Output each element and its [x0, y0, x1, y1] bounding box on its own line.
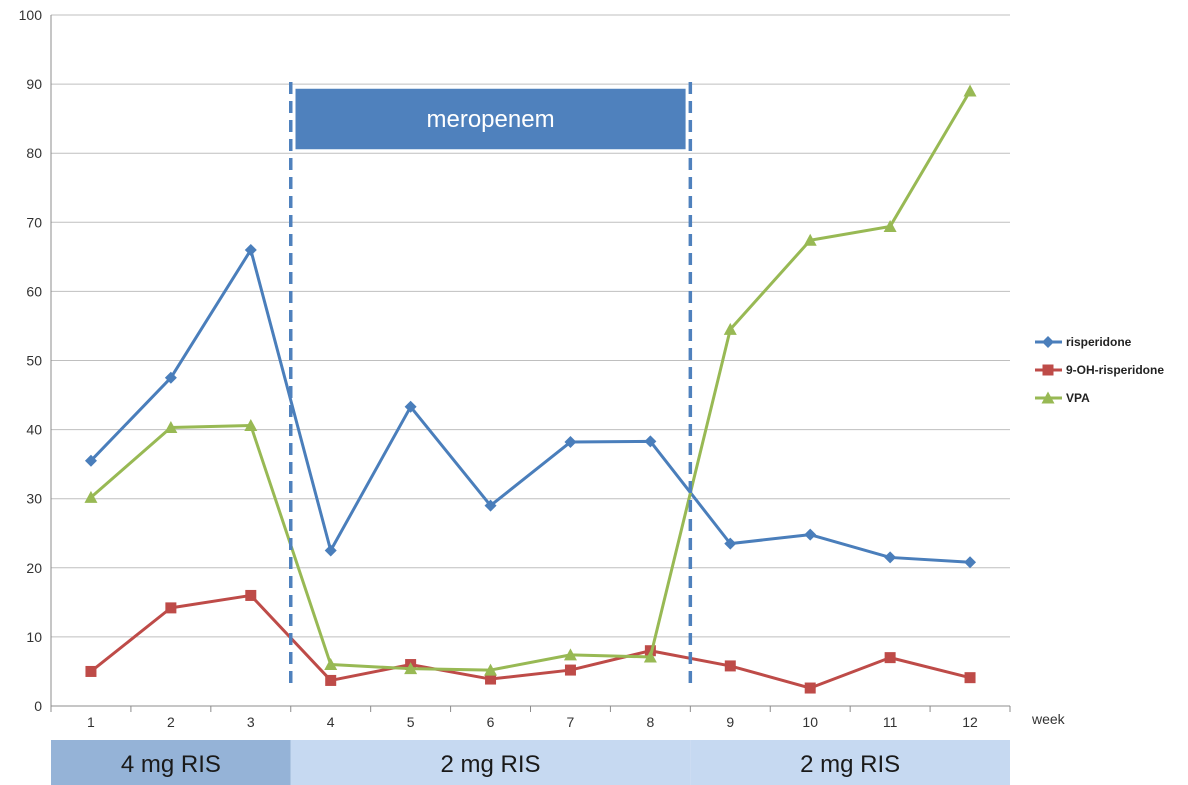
- data-point-triangle: [1041, 391, 1055, 404]
- phase-label: 4 mg RIS: [121, 751, 221, 778]
- y-tick-label: 20: [26, 560, 42, 576]
- data-point-triangle: [963, 84, 977, 97]
- data-point-triangle: [324, 658, 338, 671]
- data-point-square: [884, 652, 896, 664]
- data-point-triangle: [84, 490, 98, 503]
- phase-segment: [290, 740, 691, 785]
- data-point-square: [165, 602, 177, 614]
- series-layer: [84, 84, 977, 694]
- legend-label: VPA: [1066, 391, 1090, 405]
- x-tick-label: 7: [567, 714, 575, 730]
- y-tick-label: 80: [26, 145, 42, 161]
- legend-label: 9-OH-risperidone: [1066, 363, 1164, 377]
- y-tick-label: 30: [26, 491, 42, 507]
- data-point-square: [724, 660, 736, 672]
- data-point-diamond: [724, 537, 737, 550]
- x-tick-label: 2: [167, 714, 175, 730]
- phase-bar: 4 mg RIS 2 mg RIS 2 mg RIS: [51, 740, 1010, 785]
- y-tick-label: 90: [26, 76, 42, 92]
- y-tick-label: 50: [26, 353, 42, 369]
- data-point-triangle: [723, 322, 737, 335]
- data-point-diamond: [644, 435, 657, 448]
- gridlines: [50, 14, 1010, 707]
- x-tick-label: 10: [802, 714, 818, 730]
- phase-label: 2 mg RIS: [441, 751, 541, 778]
- data-point-diamond: [484, 499, 497, 512]
- x-tick-label: 8: [646, 714, 654, 730]
- phase-label: 2 mg RIS: [800, 751, 900, 778]
- data-point-square: [1042, 364, 1054, 376]
- drug-box: [294, 87, 688, 151]
- data-point-square: [485, 673, 497, 685]
- data-point-square: [964, 672, 976, 684]
- data-point-diamond: [884, 551, 897, 564]
- data-point-triangle: [484, 663, 498, 676]
- y-tick-label: 40: [26, 422, 42, 438]
- y-axis-ticks: 0 10 20 30 40 50 60 70 80 90 100: [19, 7, 43, 714]
- y-tick-label: 100: [19, 7, 43, 23]
- data-point-triangle: [563, 648, 577, 661]
- phase-segment: [690, 740, 1010, 785]
- data-point-diamond: [964, 556, 977, 569]
- y-tick-label: 70: [26, 214, 42, 230]
- data-point-diamond: [564, 436, 577, 449]
- data-point-square: [85, 665, 97, 677]
- x-tick-label: 9: [726, 714, 734, 730]
- x-tick-label: 1: [87, 714, 95, 730]
- data-point-diamond: [164, 371, 177, 384]
- annotation-layer: meropenem: [289, 82, 693, 684]
- legend: risperidone 9-OH-risperidone VPA: [1035, 335, 1164, 405]
- x-tick-label: 12: [962, 714, 978, 730]
- data-point-square: [804, 682, 816, 694]
- y-tick-label: 0: [34, 698, 42, 714]
- x-tick-label: 3: [247, 714, 255, 730]
- data-point-triangle: [803, 233, 817, 246]
- y-tick-label: 60: [26, 283, 42, 299]
- data-point-diamond: [404, 400, 417, 413]
- data-point-diamond: [84, 454, 97, 467]
- data-point-triangle: [404, 662, 418, 675]
- series-line: [89, 90, 972, 672]
- data-point-diamond: [244, 243, 257, 256]
- x-axis-ticks: 1 2 3 4 5 6 7 8 9 10 11 12: [50, 706, 1011, 730]
- legend-label: risperidone: [1066, 335, 1132, 349]
- x-tick-label: 4: [327, 714, 335, 730]
- data-point-triangle: [164, 421, 178, 434]
- series-line: [90, 593, 971, 690]
- x-tick-label: 6: [487, 714, 495, 730]
- data-point-square: [245, 589, 257, 601]
- phase-segment: [51, 740, 291, 785]
- data-point-triangle: [244, 418, 258, 431]
- data-point-triangle: [883, 219, 897, 232]
- x-tick-label: 5: [407, 714, 415, 730]
- x-axis-label: week: [1031, 711, 1066, 727]
- drug-box-label: meropenem: [427, 106, 555, 133]
- data-point-square: [564, 664, 576, 676]
- y-tick-label: 10: [26, 629, 42, 645]
- x-tick-label: 11: [883, 714, 898, 730]
- data-point-diamond: [324, 544, 337, 557]
- data-point-diamond: [1042, 336, 1054, 348]
- data-point-triangle: [643, 650, 657, 663]
- data-point-diamond: [804, 528, 817, 541]
- series-line: [89, 248, 971, 564]
- data-point-square: [325, 674, 337, 686]
